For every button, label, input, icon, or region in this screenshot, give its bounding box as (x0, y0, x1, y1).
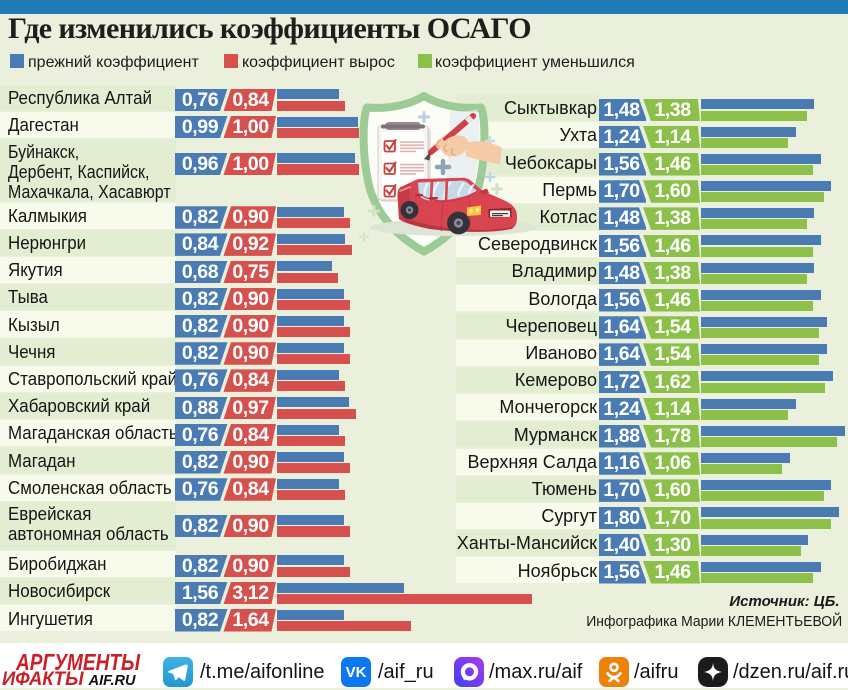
svg-text:VK: VK (346, 664, 367, 681)
